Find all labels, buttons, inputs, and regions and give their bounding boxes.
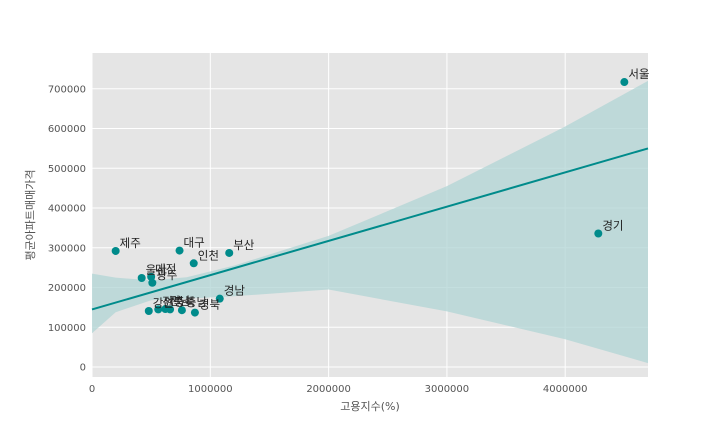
y-tick-label: 300000 — [48, 243, 86, 254]
data-point — [189, 259, 198, 268]
y-tick-label: 600000 — [48, 124, 86, 135]
x-tick-label: 2000000 — [306, 384, 351, 395]
data-point — [148, 278, 157, 287]
x-tick-label: 4000000 — [543, 384, 588, 395]
data-point — [594, 229, 603, 238]
x-axis-ticks: 0 1000000 2000000 3000000 4000000 — [89, 384, 588, 395]
point-label: 울산 — [146, 263, 168, 277]
point-label: 제주 — [120, 236, 141, 250]
data-point — [215, 294, 224, 303]
data-point — [225, 248, 234, 257]
point-label: 서울 — [628, 67, 649, 81]
point-label: 인천 — [198, 248, 219, 262]
x-axis-title: 고용지수(%) — [340, 400, 400, 413]
point-label: 경기 — [602, 218, 623, 232]
regression-line — [91, 147, 649, 311]
confidence-band — [92, 80, 648, 364]
x-tick-label: 3000000 — [425, 384, 470, 395]
y-tick-label: 500000 — [48, 164, 86, 175]
data-point — [111, 246, 120, 255]
data-point — [177, 306, 186, 315]
point-label: 부산 — [233, 238, 255, 252]
data-point — [620, 78, 629, 87]
data-point — [190, 308, 199, 317]
y-tick-label: 100000 — [48, 323, 86, 334]
point-label: 충북 — [174, 294, 195, 308]
x-tick-label: 1000000 — [188, 384, 233, 395]
data-point — [147, 272, 156, 281]
y-tick-label: 700000 — [48, 84, 86, 95]
point-label: 광주 — [156, 268, 177, 282]
y-tick-label: 200000 — [48, 283, 86, 294]
point-label: 전북 — [162, 294, 183, 308]
y-axis-title: 평균아파트매매가격 — [24, 169, 37, 260]
data-point — [137, 274, 146, 283]
y-tick-label: 0 — [80, 363, 86, 374]
data-point — [144, 307, 153, 316]
data-point — [154, 305, 163, 314]
point-label: 경북 — [199, 298, 220, 312]
point-label: 전남 — [169, 294, 191, 308]
data-point — [166, 305, 175, 314]
point-label: 강원 — [153, 296, 174, 310]
y-tick-label: 400000 — [48, 204, 86, 215]
point-label: 대전 — [155, 262, 176, 276]
data-points — [111, 78, 629, 317]
point-label: 충남 — [186, 295, 208, 309]
x-tick-label: 0 — [89, 384, 95, 395]
point-label: 대구 — [184, 236, 205, 250]
data-point — [175, 246, 184, 255]
y-axis-ticks: 0 100000 200000 300000 400000 500000 600000 700… — [48, 84, 86, 373]
point-label: 경남 — [224, 284, 246, 298]
